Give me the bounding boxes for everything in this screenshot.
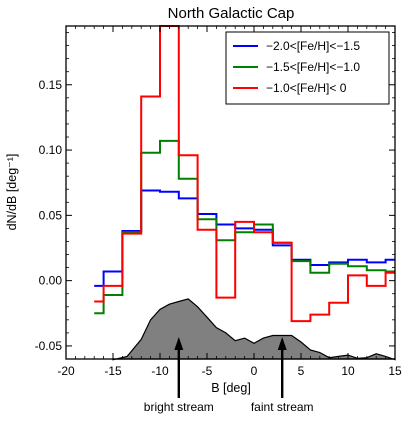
data-point — [375, 262, 377, 264]
annotation-label: bright stream — [144, 400, 214, 414]
data-point — [225, 224, 227, 226]
y-tick-label: 0.00 — [39, 274, 63, 288]
legend-entry: −1.0<[Fe/H]< 0 — [233, 81, 347, 95]
legend-label: −1.0<[Fe/H]< 0 — [266, 81, 347, 95]
data-point — [93, 313, 95, 315]
data-point — [263, 232, 265, 234]
legend-entry: −1.5<[Fe/H]<−1.0 — [233, 60, 360, 74]
data-point — [244, 228, 246, 230]
x-tick-label: -15 — [104, 364, 122, 378]
data-point — [244, 221, 246, 223]
series-layer — [93, 25, 395, 323]
y-tick-label: 0.10 — [39, 143, 63, 157]
annotation: bright stream — [144, 337, 214, 414]
data-point — [281, 245, 283, 247]
data-point — [300, 260, 302, 262]
y-tick-label: -0.05 — [35, 339, 63, 353]
data-point — [319, 264, 321, 266]
stream-histogram — [112, 298, 396, 361]
legend-label: −2.0<[Fe/H]<−1.5 — [266, 39, 360, 53]
x-axis-label: B [deg] — [211, 381, 251, 395]
data-point — [319, 314, 321, 316]
data-point — [206, 219, 208, 221]
x-tick-label: 5 — [298, 364, 305, 378]
data-point — [150, 190, 152, 192]
x-tick-label: 15 — [388, 364, 402, 378]
series-2 — [93, 139, 395, 315]
data-point — [150, 152, 152, 154]
data-point — [263, 229, 265, 231]
legend-label: −1.5<[Fe/H]<−1.0 — [266, 60, 360, 74]
plot-frame — [65, 25, 396, 360]
data-point — [300, 320, 302, 322]
stream-annotations: bright stream faint stream — [144, 337, 314, 414]
data-point — [225, 297, 227, 299]
data-point — [357, 266, 359, 268]
data-point — [150, 96, 152, 98]
annotation: faint stream — [251, 337, 314, 414]
data-point — [375, 269, 377, 271]
data-point — [112, 294, 114, 296]
data-point — [187, 155, 189, 157]
x-tick-label: -10 — [151, 364, 169, 378]
y-axis-label: dN/dB [deg⁻¹] — [5, 154, 19, 231]
histogram-area — [112, 298, 396, 361]
data-point — [375, 285, 377, 287]
data-point — [319, 272, 321, 274]
data-point — [169, 191, 171, 193]
chart-title: North Galactic Cap — [168, 5, 295, 22]
data-point — [169, 140, 171, 142]
data-point — [93, 301, 95, 303]
x-tick-label: -20 — [57, 364, 75, 378]
data-point — [112, 271, 114, 273]
x-tick-label: -5 — [202, 364, 213, 378]
data-point — [263, 224, 265, 226]
arrow-head — [277, 337, 287, 350]
arrow-head — [174, 337, 184, 350]
data-point — [112, 285, 114, 287]
series-line — [94, 139, 395, 315]
data-point — [93, 285, 95, 287]
series-1 — [93, 189, 395, 287]
legend-entry: −2.0<[Fe/H]<−1.5 — [233, 39, 360, 53]
data-point — [338, 263, 340, 265]
x-tick-label: 10 — [341, 364, 355, 378]
annotation-label: faint stream — [251, 400, 314, 414]
data-point — [187, 178, 189, 180]
data-point — [225, 239, 227, 241]
data-point — [206, 229, 208, 231]
legend: −2.0<[Fe/H]<−1.5 −1.5<[Fe/H]<−1.0 −1.0<[Fe… — [225, 31, 390, 105]
series-3 — [93, 25, 395, 323]
axis-ticks: -20 -15 -10 -5 0 5 10 15 -0.05 0.00 0.05 0.10 0.15 — [35, 26, 402, 378]
y-tick-label: 0.15 — [39, 78, 63, 92]
data-point — [357, 259, 359, 261]
data-point — [357, 275, 359, 277]
data-point — [338, 302, 340, 304]
data-point — [131, 233, 133, 235]
series-line — [94, 189, 395, 287]
x-tick-label: 0 — [251, 364, 258, 378]
series-line — [94, 25, 395, 323]
data-point — [244, 232, 246, 234]
data-point — [281, 242, 283, 244]
y-tick-label: 0.05 — [39, 208, 63, 222]
data-point — [206, 213, 208, 215]
data-point — [187, 198, 189, 200]
